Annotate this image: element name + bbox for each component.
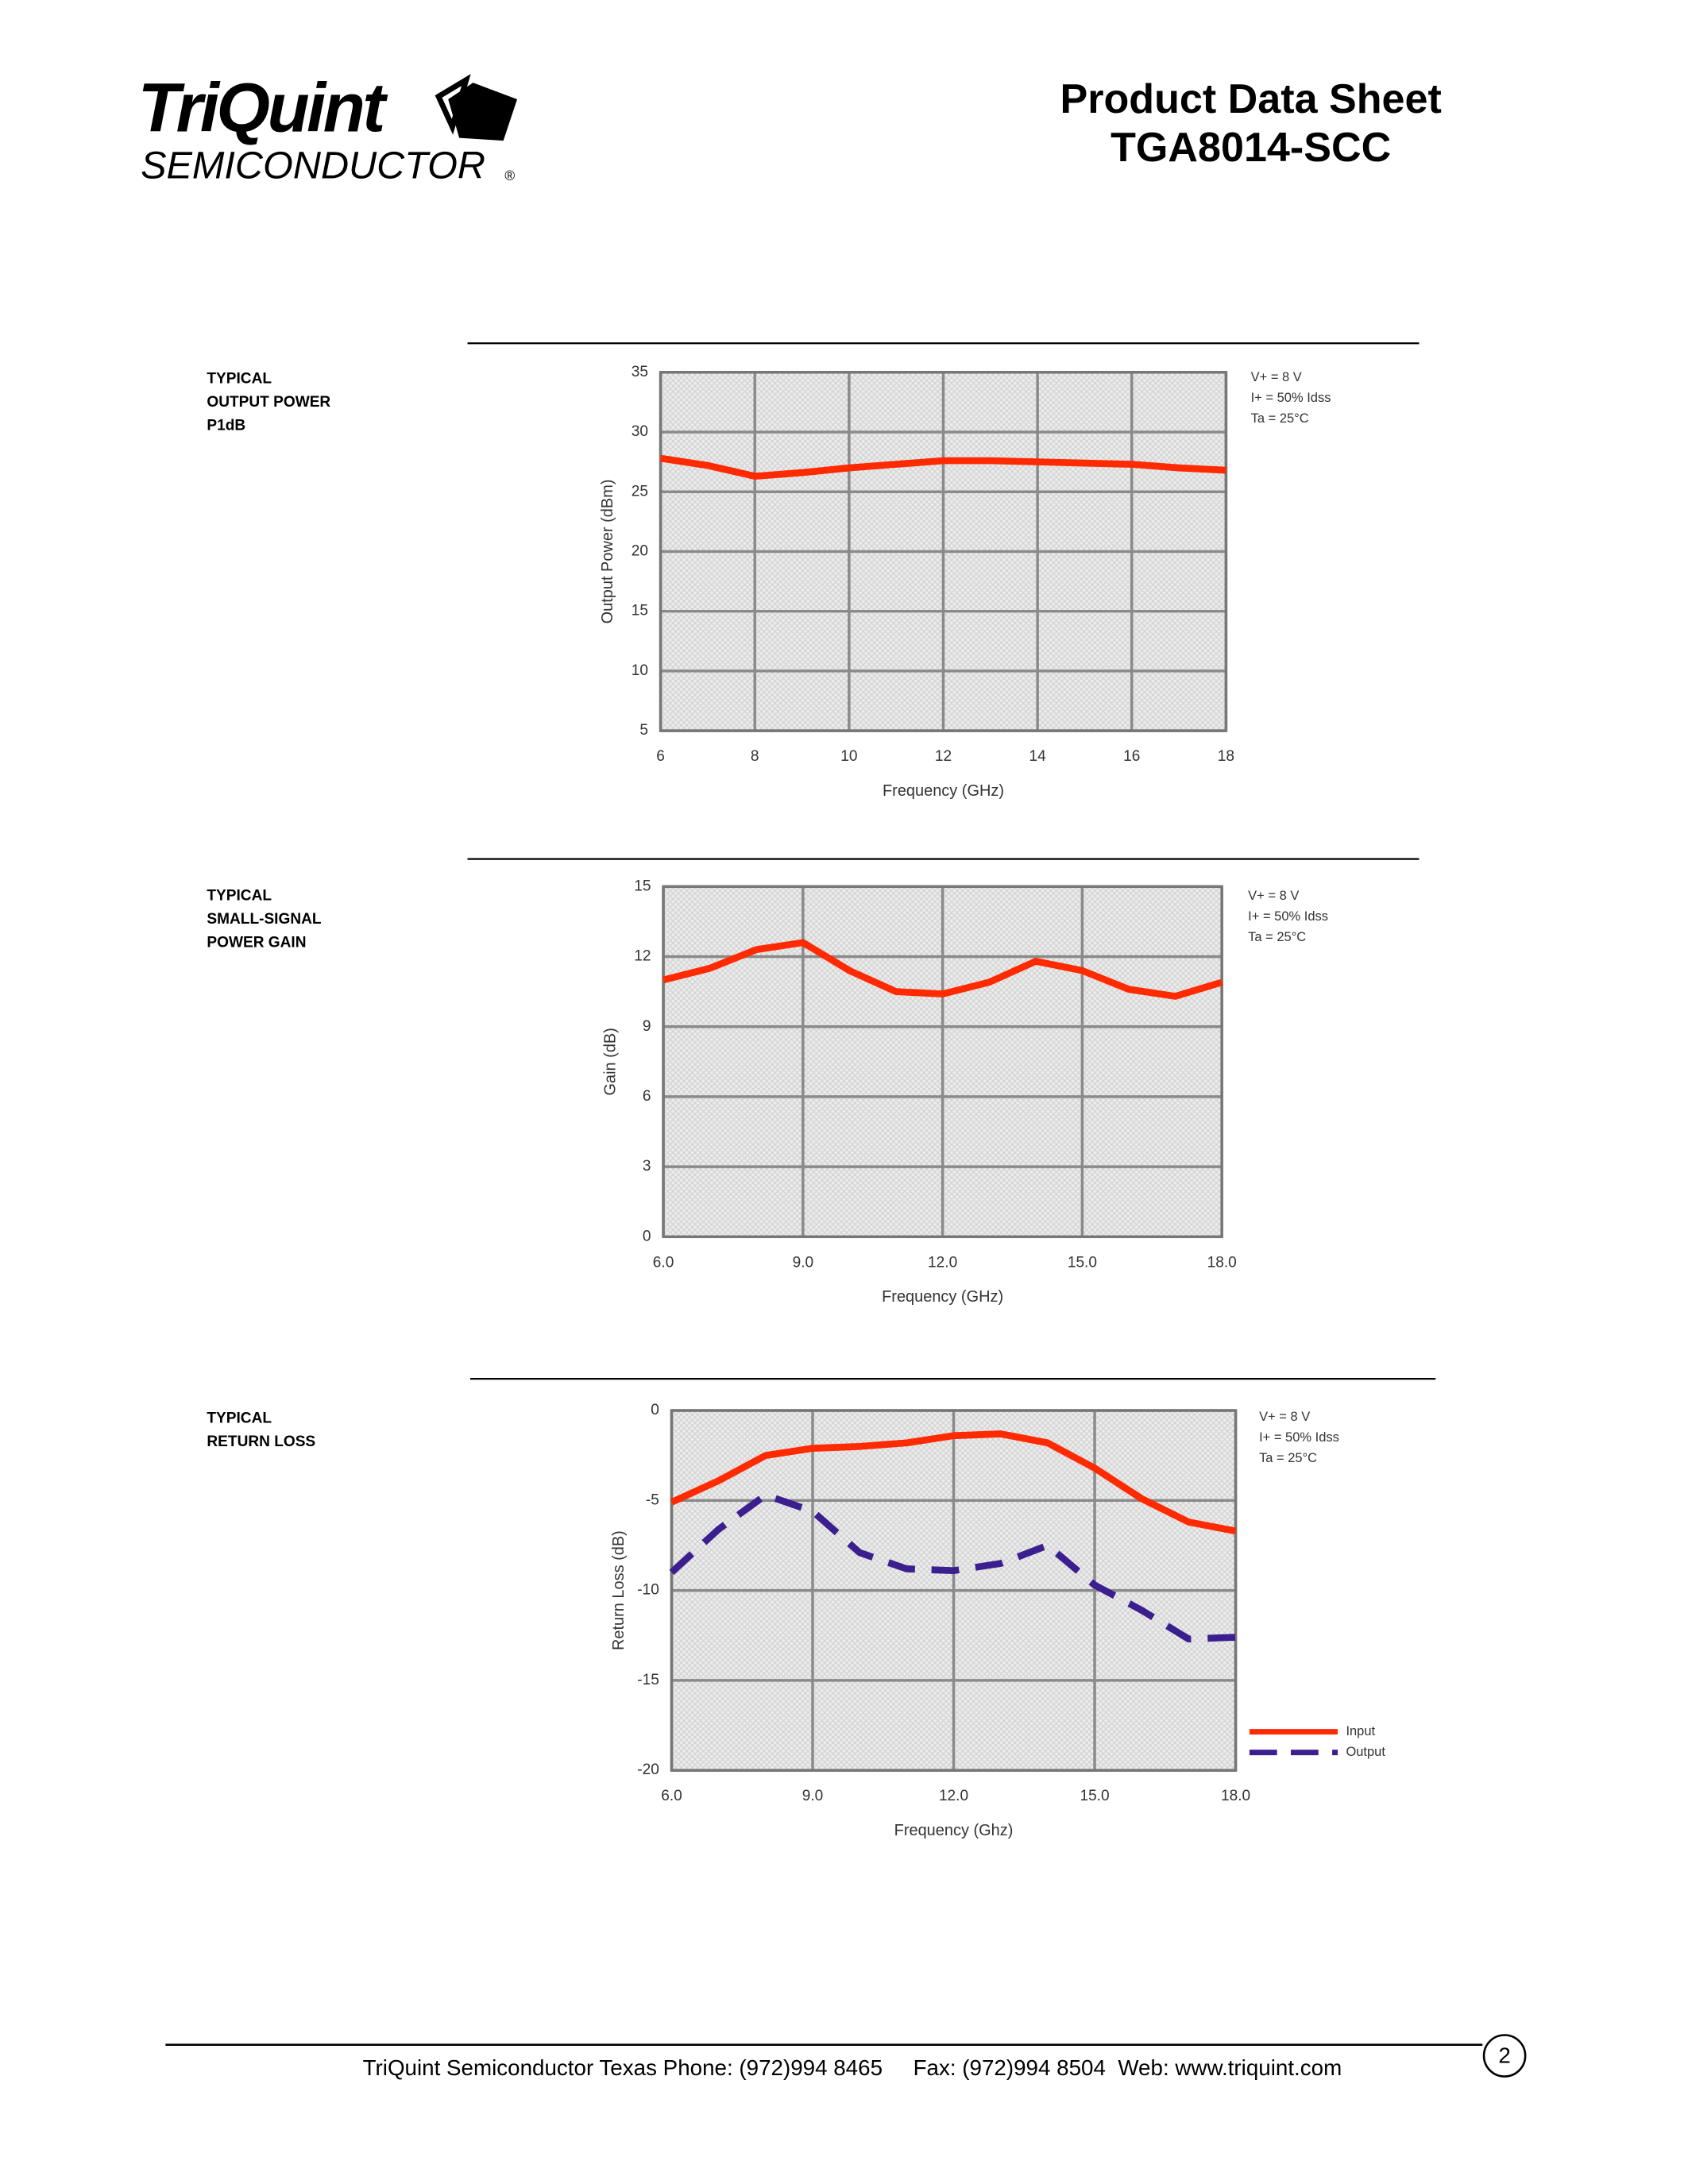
condition: Ta = 25°C (1248, 930, 1306, 944)
data-line (662, 939, 1223, 1000)
page-number: 2 (1498, 2043, 1510, 2068)
condition: V+ = 8 V (1248, 889, 1299, 903)
logo: TriQuint (138, 69, 388, 146)
x-tick-label: 12.0 (928, 1254, 957, 1271)
y-axis-title: Gain (dB) (601, 1028, 619, 1095)
page-circle (1482, 2034, 1527, 2078)
y-tick-label: -10 (637, 1582, 659, 1599)
registered: ® (504, 168, 515, 183)
x-tick-label: 16 (1123, 748, 1140, 765)
x-axis-title: Frequency (GHz) (882, 1288, 1003, 1306)
x-tick-label: 15.0 (1080, 1788, 1109, 1804)
y-tick-label: -15 (637, 1672, 659, 1688)
condition: Ta = 25°C (1259, 1451, 1317, 1465)
caption: RETURN LOSS (207, 1433, 315, 1450)
x-tick-label: 12.0 (939, 1788, 968, 1804)
caption: SMALL-SIGNAL (207, 911, 321, 928)
x-tick-label: 6 (656, 748, 665, 765)
y-tick-label: 35 (632, 364, 648, 380)
x-tick-label: 15.0 (1068, 1254, 1097, 1271)
caption: TYPICAL (207, 1410, 272, 1427)
y-tick-label: 0 (643, 1228, 651, 1244)
caption: TYPICAL (207, 888, 272, 905)
x-axis-title: Frequency (Ghz) (894, 1822, 1014, 1839)
y-tick-label: -20 (637, 1761, 659, 1778)
x-tick-label: 6.0 (661, 1788, 682, 1804)
data-line (659, 454, 1226, 480)
x-tick-label: 10 (840, 748, 857, 765)
y-tick-label: 0 (651, 1402, 659, 1418)
plot-border (670, 1409, 1238, 1772)
plot-border (659, 371, 1228, 732)
charts: TYPICAL OUTPUT POWER P1dB V+ = 8 V I+ = 50% … (207, 342, 1436, 1839)
plot-border (662, 885, 1223, 1239)
x-tick-label: 8 (751, 748, 759, 765)
condition: I+ = 50% Idss (1248, 909, 1328, 924)
x-tick-label: 18.0 (1221, 1788, 1250, 1804)
doc-title: Product Data Sheet (1060, 76, 1441, 122)
y-tick-label: 20 (632, 542, 648, 559)
caption: P1dB (207, 418, 245, 434)
x-tick-label: 12 (935, 748, 952, 765)
x-tick-label: 18 (1218, 748, 1234, 765)
condition: V+ = 8 V (1251, 370, 1302, 384)
x-axis-title: Frequency (GHz) (883, 782, 1004, 800)
y-tick-label: 3 (643, 1158, 651, 1175)
y-tick-label: 15 (634, 878, 651, 894)
y-tick-label: 15 (632, 603, 648, 619)
y-axis-title: Output Power (dBm) (599, 480, 616, 624)
x-tick-label: 9.0 (793, 1254, 814, 1271)
x-tick-label: 9.0 (802, 1788, 824, 1804)
x-tick-label: 18.0 (1207, 1254, 1237, 1271)
y-tick-label: 10 (632, 662, 648, 679)
caption: TYPICAL (207, 370, 272, 387)
y-tick-label: -5 (646, 1491, 659, 1508)
y-tick-label: 30 (632, 423, 648, 440)
x-tick-label: 14 (1029, 748, 1047, 765)
condition: V+ = 8 V (1259, 1410, 1310, 1424)
x-tick-label: 6.0 (653, 1254, 674, 1271)
y-tick-label: 12 (634, 948, 651, 965)
logo-sub: SEMICONDUCTOR (141, 145, 485, 187)
footer-text: TriQuint Semiconductor Texas Phone: (972… (363, 2055, 1342, 2080)
condition: I+ = 50% Idss (1251, 391, 1331, 405)
condition: I+ = 50% Idss (1259, 1430, 1339, 1445)
y-tick-label: 9 (643, 1018, 651, 1035)
caption: POWER GAIN (207, 935, 306, 951)
y-axis-title: Return Loss (dB) (610, 1530, 628, 1650)
legend-label: Input (1346, 1724, 1375, 1738)
logo-icon (435, 74, 518, 141)
condition: Ta = 25°C (1251, 411, 1309, 426)
y-tick-label: 25 (632, 483, 648, 500)
y-tick-label: 6 (643, 1088, 651, 1105)
y-tick-label: 5 (639, 722, 648, 739)
part-number: TGA8014-SCC (1111, 125, 1391, 171)
data-line (669, 1491, 1236, 1643)
caption: OUTPUT POWER (207, 394, 330, 411)
data-line (670, 1430, 1237, 1535)
legend-label: Output (1346, 1745, 1385, 1759)
